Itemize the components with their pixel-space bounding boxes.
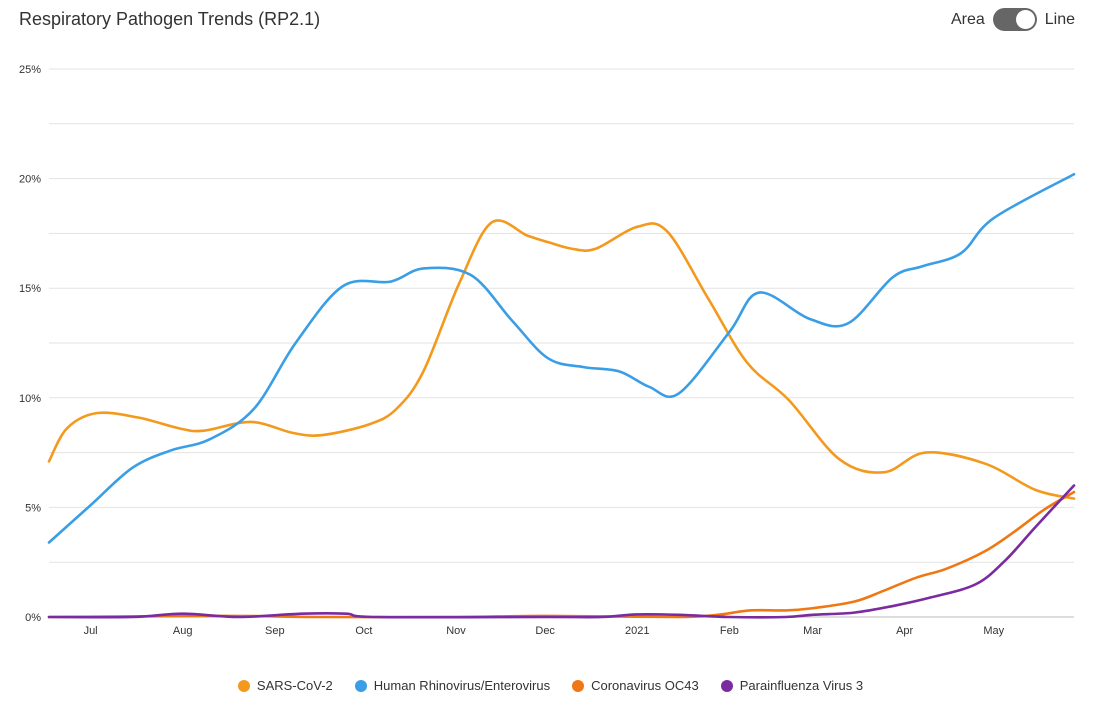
y-tick-label: 5%: [25, 502, 41, 514]
area-line-toggle: Area Line: [951, 8, 1075, 31]
x-tick-label: Mar: [803, 625, 822, 637]
legend: SARS-CoV-2 Human Rhinovirus/Enterovirus Co…: [0, 678, 1101, 693]
legend-item-coronavirus-oc43[interactable]: Coronavirus OC43: [572, 678, 699, 693]
x-tick-label: Nov: [446, 625, 466, 637]
toggle-label-area[interactable]: Area: [950, 10, 985, 28]
toggle-switch[interactable]: [992, 8, 1037, 31]
legend-item-parainfluenza-virus-3[interactable]: Parainfluenza Virus 3: [720, 678, 864, 693]
x-tick-label: Dec: [535, 625, 555, 637]
x-tick-label: Sep: [265, 625, 285, 637]
legend-label: SARS-CoV-2: [256, 678, 333, 693]
y-tick-label: 15%: [19, 283, 41, 295]
x-tick-label: Aug: [173, 625, 193, 637]
toggle-label-line[interactable]: Line: [1044, 10, 1075, 28]
x-tick-label: Jul: [84, 625, 98, 637]
x-tick-label: Apr: [896, 625, 913, 637]
y-tick-label: 0%: [25, 612, 41, 624]
series-line-coronavirus-oc43: [47, 490, 1076, 619]
chart-title: Respiratory Pathogen Trends (RP2.1): [19, 9, 321, 29]
legend-marker-icon: [237, 679, 250, 692]
legend-label: Coronavirus OC43: [591, 678, 699, 693]
x-tick-label: May: [983, 625, 1004, 637]
series-line-human-rhinovirus-enterovirus: [47, 172, 1076, 544]
series-line-sars-cov-2: [47, 219, 1076, 500]
y-tick-label: 10%: [19, 393, 41, 405]
legend-item-human-rhinovirus-enterovirus[interactable]: Human Rhinovirus/Enterovirus: [354, 678, 551, 693]
line-chart: 0% 5% 10% 15% 20% 25% Jul Aug Sep Oct Nov Dec 2021 Fe…: [19, 64, 1076, 637]
legend-label: Parainfluenza Virus 3: [739, 678, 864, 693]
legend-item-sars-cov-2[interactable]: SARS-CoV-2: [237, 678, 333, 693]
x-tick-label: Oct: [355, 625, 372, 637]
y-tick-label: 25%: [19, 64, 41, 76]
x-tick-label: Feb: [720, 625, 739, 637]
x-tick-label: 2021: [625, 625, 649, 637]
y-tick-label: 20%: [19, 174, 41, 186]
series-line-parainfluenza-virus-3: [47, 484, 1076, 619]
legend-marker-icon: [572, 679, 585, 692]
legend-marker-icon: [720, 679, 733, 692]
legend-marker-icon: [354, 679, 367, 692]
toggle-knob: [1015, 10, 1035, 29]
legend-label: Human Rhinovirus/Enterovirus: [373, 678, 551, 693]
